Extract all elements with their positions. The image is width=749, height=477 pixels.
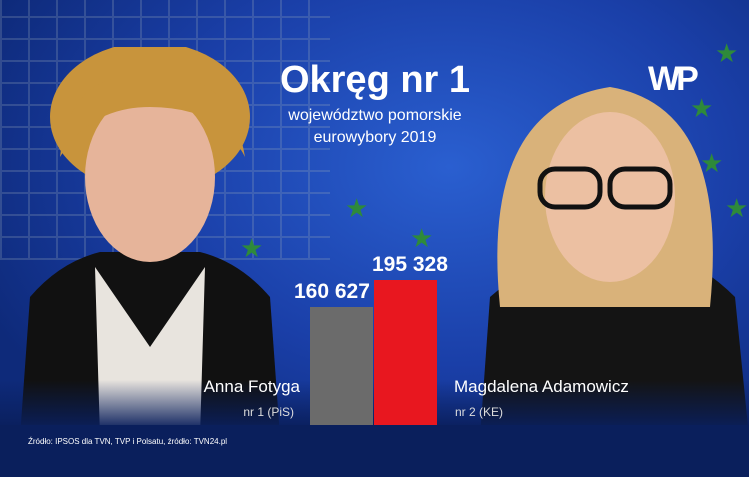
value-label-anna-fotyga: 160 627 bbox=[294, 279, 370, 303]
chart-subtitle: województwo pomorskie bbox=[288, 107, 462, 124]
candidate-list-left: nr 1 (PiS) bbox=[243, 405, 294, 419]
value-label-magdalena-adamowicz: 195 328 bbox=[372, 253, 448, 276]
footer-band bbox=[0, 425, 749, 477]
eu-star-icon: ★ bbox=[715, 38, 739, 68]
wp-logo: WP bbox=[648, 60, 699, 98]
eu-star-icon: ★ bbox=[700, 148, 724, 178]
source-note: Źródło: IPSOS dla TVN, TVP i Polsatu, źr… bbox=[28, 437, 228, 446]
candidate-name-right: Magdalena Adamowicz bbox=[454, 377, 629, 396]
eu-star-icon: ★ bbox=[690, 93, 714, 123]
chart-title: Okręg nr 1 bbox=[279, 59, 471, 101]
bar-anna-fotyga bbox=[310, 306, 373, 430]
eu-star-icon: ★ bbox=[240, 233, 264, 263]
candidate-name-left: Anna Fotyga bbox=[203, 377, 300, 396]
chart-subtitle-year: eurowybory 2019 bbox=[313, 129, 437, 146]
candidate-list-right: nr 2 (KE) bbox=[455, 405, 504, 419]
eu-star-icon: ★ bbox=[725, 193, 749, 223]
eu-star-icon: ★ bbox=[345, 193, 369, 223]
eu-star-icon: ★ bbox=[410, 223, 434, 253]
bar-magdalena-adamowicz bbox=[374, 280, 437, 430]
